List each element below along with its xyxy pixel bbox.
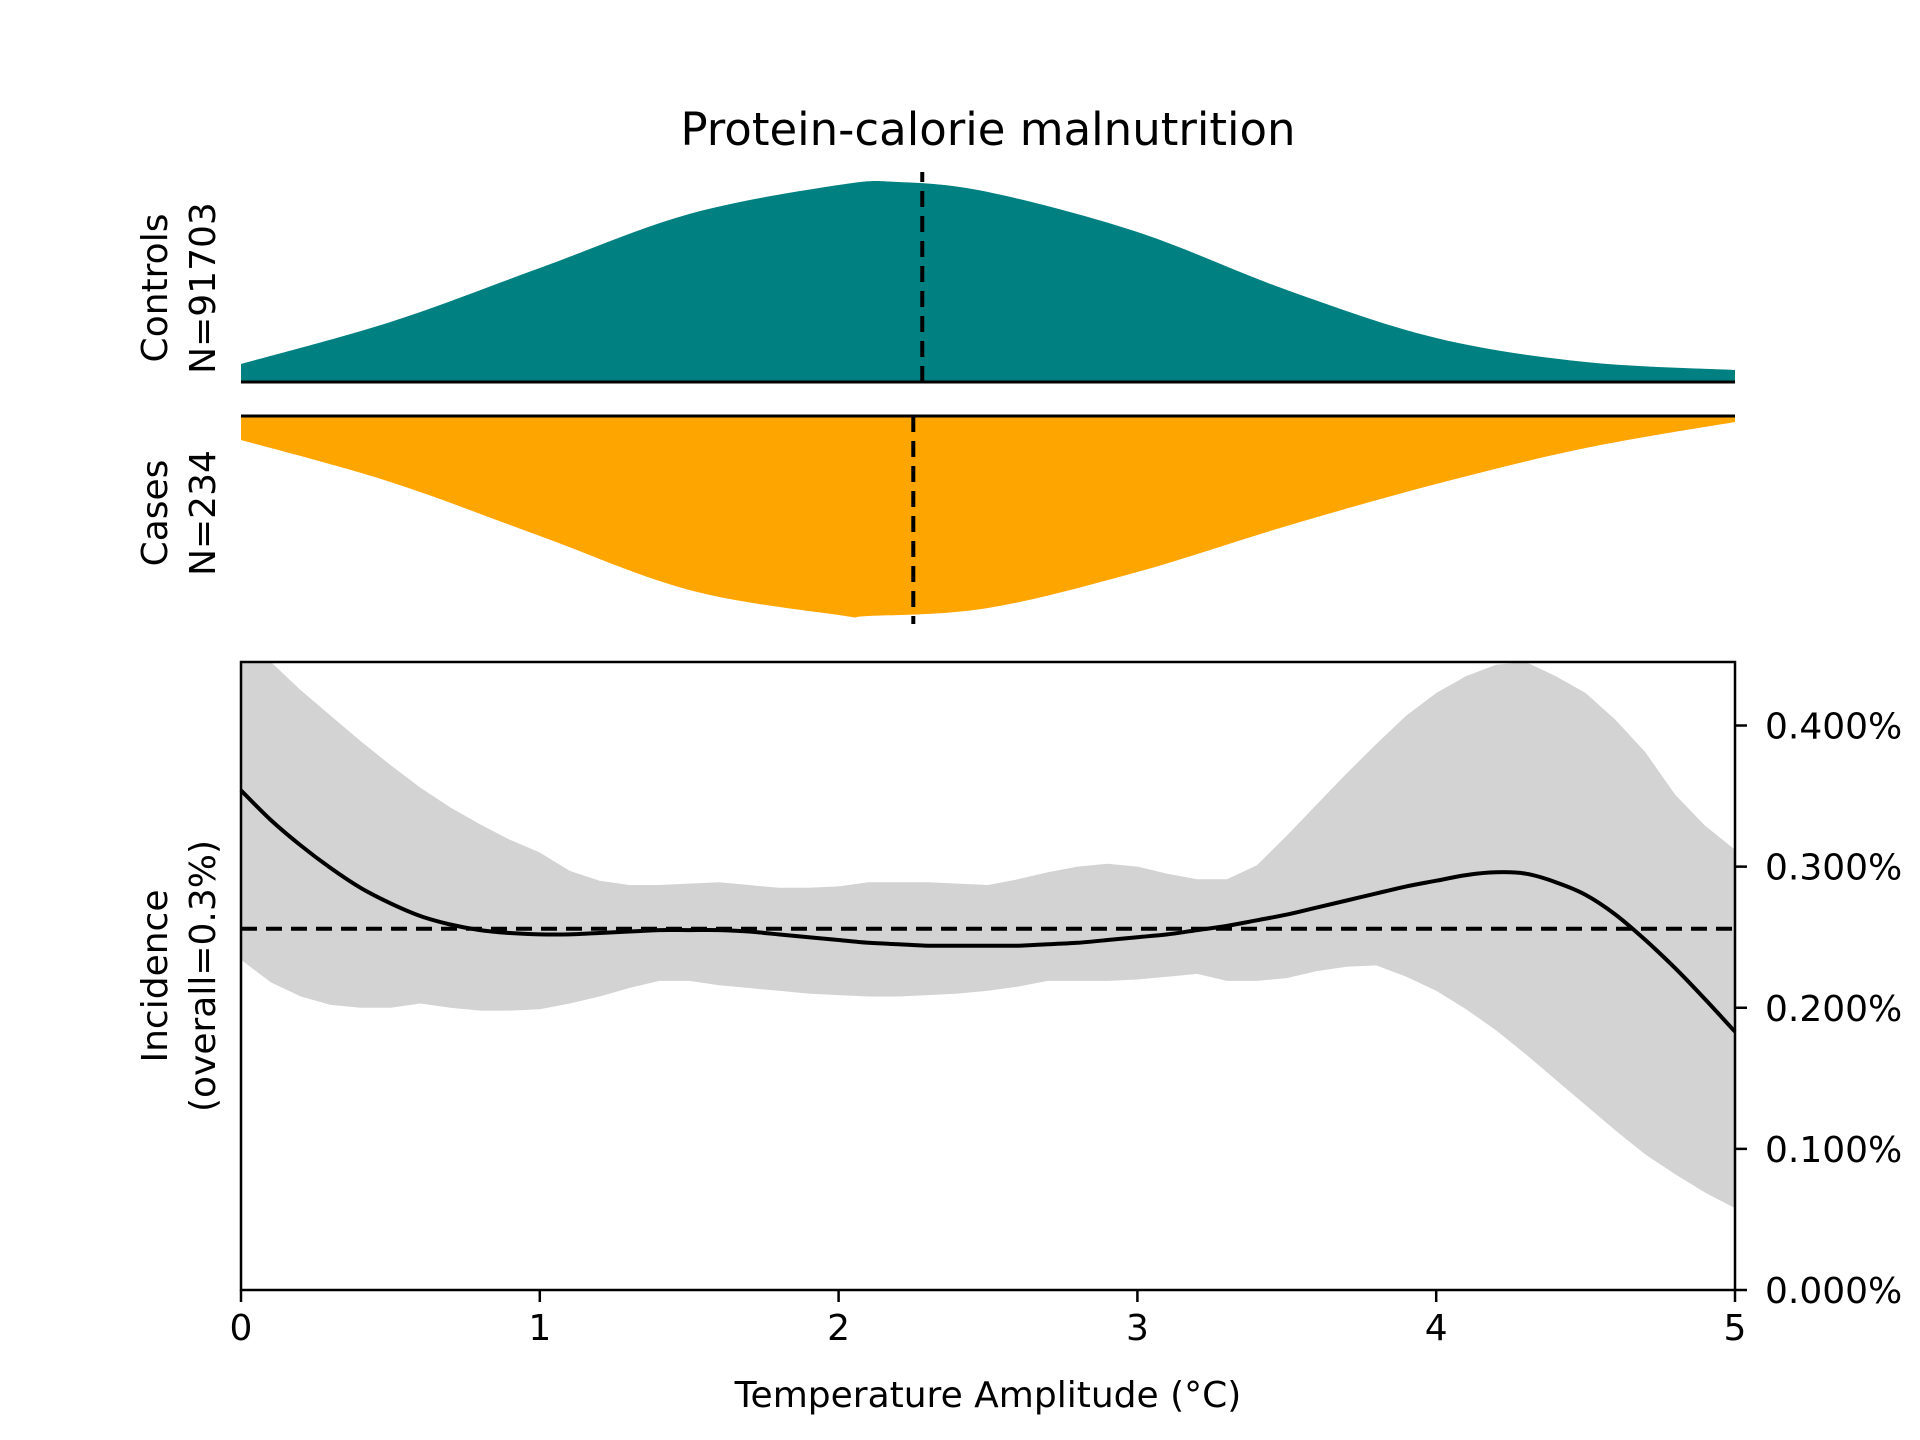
cases-label: Cases N=234 (135, 450, 224, 576)
x-tick-label: 4 (1425, 1308, 1448, 1349)
x-tick-label: 1 (528, 1308, 551, 1349)
y-axis-label-line1: Incidence (135, 890, 176, 1063)
controls-density-area (241, 181, 1735, 382)
x-tick-label: 5 (1724, 1308, 1747, 1349)
chart-title: Protein-calorie malnutrition (680, 103, 1295, 156)
x-tick-label: 0 (230, 1308, 253, 1349)
x-axis-ticks: 0 1 2 3 4 5 (230, 1290, 1747, 1349)
controls-label: Controls N=91703 (135, 202, 224, 374)
cases-density-area (241, 416, 1735, 618)
controls-group-name: Controls (135, 214, 176, 363)
controls-n-label: N=91703 (183, 202, 224, 374)
y-tick-label: 0.300% (1765, 848, 1902, 889)
y-axis-ticks: 0.000% 0.100% 0.200% 0.300% 0.400% (1735, 707, 1902, 1312)
y-tick-label: 0.100% (1765, 1130, 1902, 1171)
plot-frame (239, 660, 1737, 1292)
density-panel: Controls N=91703 Cases N=234 (135, 172, 1735, 624)
y-tick-label: 0.200% (1765, 989, 1902, 1030)
y-tick-label: 0.000% (1765, 1271, 1902, 1312)
incidence-estimate-line (239, 788, 1737, 1034)
y-axis-label-line2: (overall=0.3%) (183, 840, 224, 1112)
incidence-panel: 0 1 2 3 4 5 0.000% 0.100% 0.200% 0.300% 0.400% Te… (135, 660, 1902, 1416)
cases-group-name: Cases (135, 460, 176, 567)
y-tick-label: 0.400% (1765, 707, 1902, 748)
x-tick-label: 2 (827, 1308, 850, 1349)
cases-n-label: N=234 (183, 450, 224, 576)
x-tick-label: 3 (1126, 1308, 1149, 1349)
confidence-band (241, 662, 1735, 1209)
y-axis-label: Incidence (overall=0.3%) (135, 840, 224, 1112)
x-axis-label: Temperature Amplitude (°C) (734, 1375, 1242, 1416)
